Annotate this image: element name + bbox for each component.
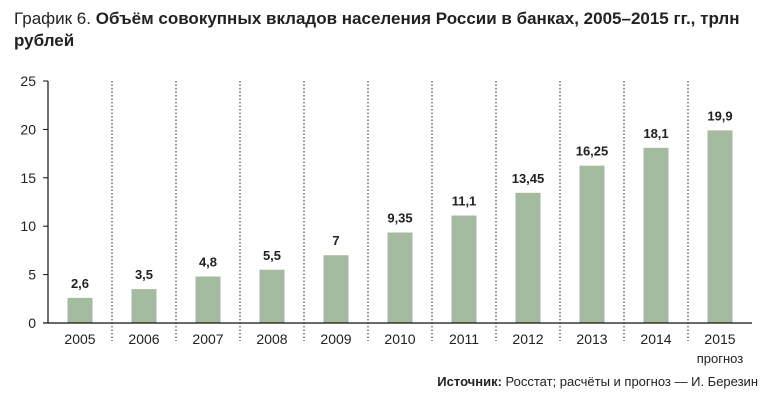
bar (323, 255, 349, 323)
figure-label: График 6. (14, 9, 91, 28)
y-tick-label: 10 (20, 218, 36, 234)
axes (43, 80, 752, 324)
bar (259, 269, 285, 323)
bar (195, 276, 221, 323)
y-tick-label: 20 (20, 121, 36, 137)
x-tick-label: 2010 (384, 331, 415, 347)
data-label: 18,1 (643, 126, 668, 141)
x-tick-label: 2006 (128, 331, 159, 347)
source-text: Росстат; расчёты и прогноз — И. Березин (505, 374, 758, 389)
x-tick-label: 2015 (704, 331, 735, 347)
data-label: 3,5 (135, 267, 153, 282)
bar (67, 297, 93, 323)
x-tick-label: 2008 (256, 331, 287, 347)
x-tick-label: 2007 (192, 331, 223, 347)
data-label: 13,45 (512, 171, 545, 186)
x-tick-label: 2005 (64, 331, 95, 347)
data-label: 7 (332, 233, 339, 248)
data-label: 16,25 (576, 144, 609, 159)
x-tick-label: 2009 (320, 331, 351, 347)
bar (579, 165, 605, 323)
title-text: Объём совокупных вкладов населения Росси… (14, 9, 740, 50)
data-label: 11,1 (452, 194, 477, 209)
data-label: 19,9 (707, 108, 732, 123)
data-label: 5,5 (263, 248, 281, 263)
x-tick-label: 2014 (640, 331, 671, 347)
x-tick-label: 2012 (512, 331, 543, 347)
chart-title: График 6. Объём совокупных вкладов насел… (14, 8, 759, 52)
bar (515, 192, 541, 323)
source-note: Источник: Росстат; расчёты и прогноз — И… (437, 374, 758, 389)
source-label: Источник: (437, 374, 502, 389)
bar (643, 147, 669, 323)
grid-lines (111, 81, 689, 341)
bar (707, 130, 733, 323)
bar (451, 215, 477, 323)
data-label: 4,8 (199, 255, 217, 270)
data-label: 2,6 (71, 276, 89, 291)
bar (131, 289, 157, 323)
labels: 0 5 10 15 20 25 2,6 2005 3,5 2006 4,8 2007 5,5 2008 7 2… (20, 73, 743, 366)
y-tick-label: 0 (28, 315, 36, 331)
x-tick-label: 2011 (449, 331, 479, 347)
y-tick-label: 5 (28, 267, 36, 283)
bar (387, 232, 413, 323)
x-tick-label: 2013 (576, 331, 607, 347)
data-label: 9,35 (387, 210, 412, 225)
bars (67, 130, 733, 323)
x-tick-note: прогноз (697, 351, 744, 366)
y-tick-label: 25 (20, 73, 36, 89)
y-tick-label: 15 (20, 170, 36, 186)
